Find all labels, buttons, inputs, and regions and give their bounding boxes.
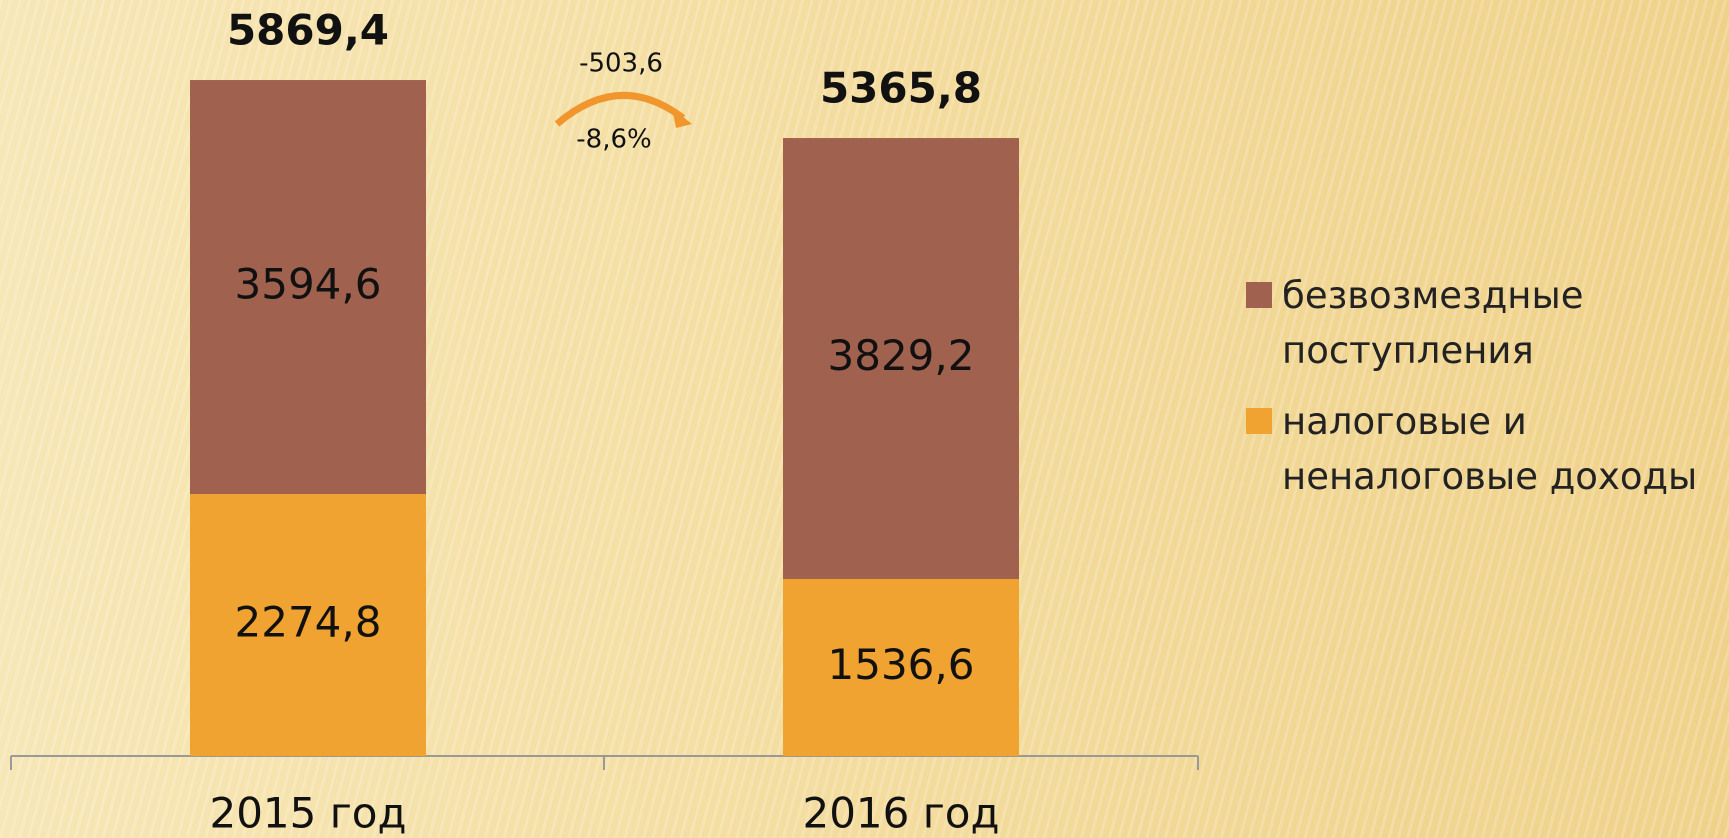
data-label: 2274,8 xyxy=(235,598,382,647)
total-label: 5869,4 xyxy=(227,6,389,55)
bar-segment xyxy=(783,138,1019,580)
x-tick-label: 2015 год xyxy=(209,789,406,838)
legend-item: налоговые и неналоговые доходы xyxy=(1246,394,1716,504)
bar-segment xyxy=(783,579,1019,756)
legend-swatch xyxy=(1246,282,1272,308)
legend-label: налоговые и неналоговые доходы xyxy=(1282,400,1698,498)
annotation: -8,6% xyxy=(576,125,651,155)
data-label: 1536,6 xyxy=(828,640,975,689)
legend-swatch xyxy=(1246,408,1272,434)
legend-label: безвозмездные поступления xyxy=(1282,274,1584,372)
x-tick-label: 2016 год xyxy=(802,789,999,838)
data-label: 3829,2 xyxy=(828,331,975,380)
bar-segment xyxy=(190,494,426,756)
legend-item: безвозмездные поступления xyxy=(1246,268,1716,378)
change-arrowhead xyxy=(672,108,692,128)
change-arc xyxy=(554,91,686,127)
bar-segment xyxy=(190,80,426,495)
total-label: 5365,8 xyxy=(820,64,982,113)
annotation: -503,6 xyxy=(579,49,663,79)
data-label: 3594,6 xyxy=(235,260,382,309)
